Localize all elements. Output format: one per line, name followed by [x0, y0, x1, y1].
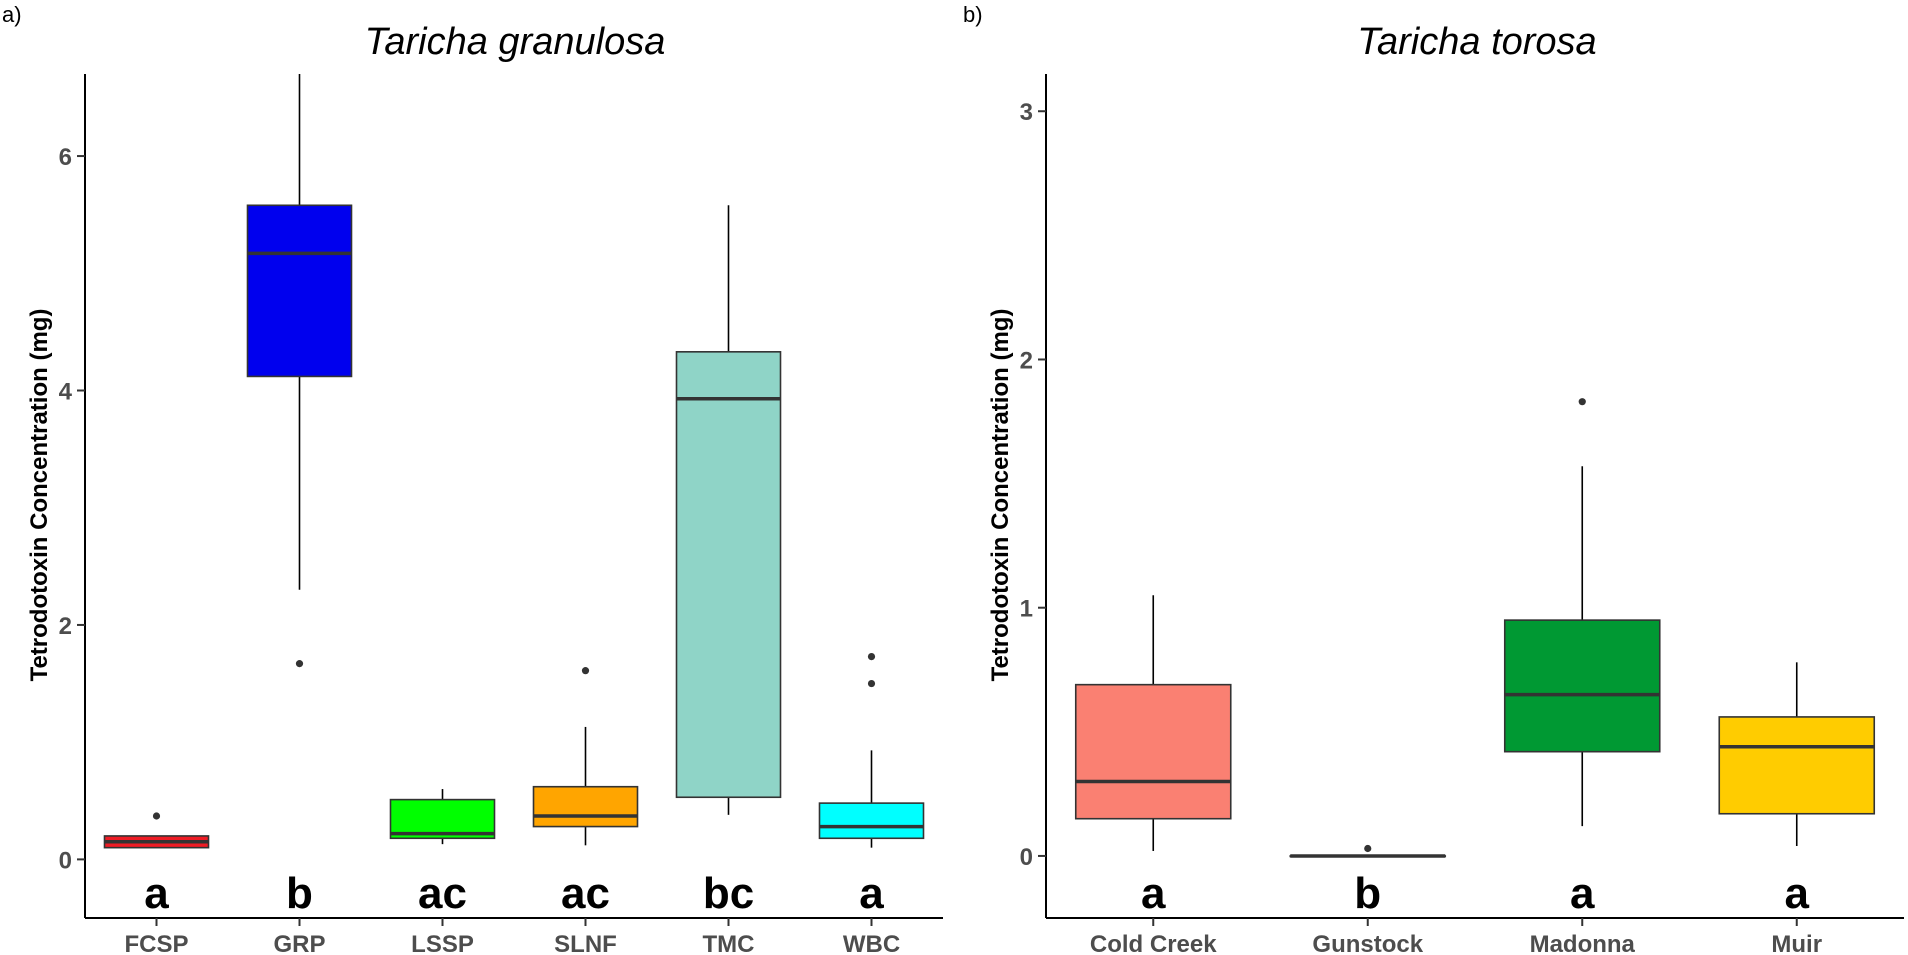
panel-b-box	[1503, 619, 1661, 753]
panel-a-box	[246, 204, 353, 378]
panel-b-y-tick-label: 0	[1020, 844, 1033, 871]
panel-a-box	[818, 802, 925, 840]
panel-b-y-tick-label: 1	[1020, 596, 1033, 623]
panel-a-x-tick-label: SLNF	[554, 931, 617, 955]
panel-a-significance-letter: ac	[561, 869, 610, 918]
panel-a-y-tick-label: 0	[59, 847, 72, 874]
panel-b-x-tick-label: Gunstock	[1312, 931, 1423, 955]
panel-a-outlier-point	[867, 679, 876, 688]
panel-a-y-tick-label: 2	[59, 613, 72, 640]
panel-a-outlier-point	[867, 652, 876, 661]
panel-a-box	[532, 785, 639, 828]
panel-a-x-tick-label: GRP	[273, 931, 325, 955]
panel-b-outlier-point	[1364, 844, 1372, 853]
panel-a: a) Taricha granulosa Tetrodotoxin Concen…	[2, 2, 943, 955]
panel-b-significance-letter: a	[1785, 869, 1810, 918]
panel-a-x-tick-label: FCSP	[124, 931, 188, 955]
panel-b-y-tick-label: 2	[1020, 347, 1033, 374]
panel-a-box	[389, 798, 496, 840]
panel-b-outlier-point	[1578, 398, 1586, 406]
panel-a-box	[675, 351, 782, 799]
panel-b-x-tick-label: Madonna	[1530, 931, 1636, 955]
panel-a-significance-letter: a	[144, 869, 169, 918]
panel-b-box	[1074, 683, 1232, 820]
panel-a-y-tick-label: 4	[59, 379, 73, 406]
panel-b-x-tick-label: Cold Creek	[1090, 931, 1217, 955]
panel-b-significance-letter: a	[1570, 869, 1595, 918]
panel-b-significance-letter: b	[1354, 869, 1381, 918]
panel-a-significance-letter: bc	[703, 869, 754, 918]
panel-a-x-tick-label: TMC	[703, 931, 755, 955]
panel-a-y-tick-label: 6	[59, 144, 72, 171]
panel-a-outlier-point	[152, 812, 161, 820]
panel-b-title: Taricha torosa	[1357, 21, 1596, 63]
panel-a-x-tick-label: LSSP	[411, 931, 474, 955]
panel-a-significance-letter: a	[859, 869, 884, 918]
panel-b-label: b)	[963, 2, 983, 27]
panel-a-label: a)	[2, 2, 22, 27]
panel-a-y-axis-label: Tetrodotoxin Concentration (mg)	[26, 309, 53, 682]
panel-a-significance-letter: b	[286, 869, 313, 918]
panel-a-title: Taricha granulosa	[365, 21, 666, 63]
panel-a-significance-letter: ac	[418, 869, 467, 918]
panel-a-x-tick-label: WBC	[843, 931, 900, 955]
panel-b-box	[1718, 716, 1876, 815]
panel-b-y-tick-label: 3	[1020, 99, 1033, 126]
panel-b-y-axis-label: Tetrodotoxin Concentration (mg)	[987, 309, 1014, 682]
panel-b-x-tick-label: Muir	[1771, 931, 1822, 955]
panel-a-outlier-point	[295, 660, 304, 668]
panel-b-significance-letter: a	[1141, 869, 1166, 918]
panel-a-outlier-point	[581, 667, 590, 675]
panel-b: b) Taricha torosa Tetrodotoxin Concentra…	[963, 2, 1904, 955]
